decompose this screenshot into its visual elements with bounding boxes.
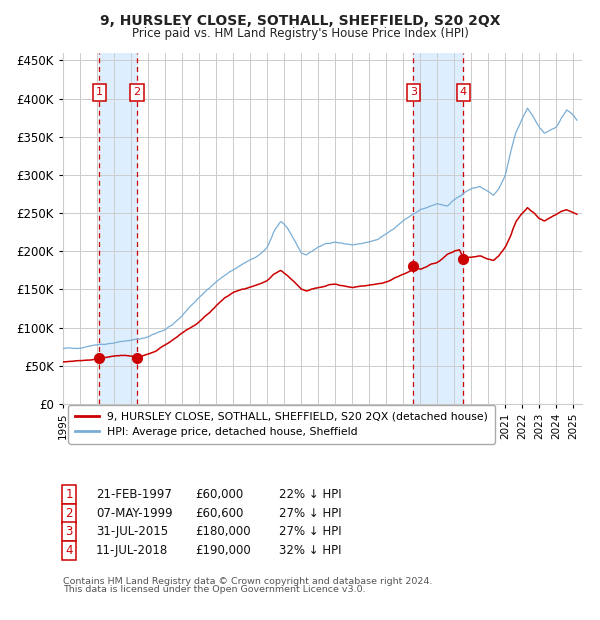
- Text: Price paid vs. HM Land Registry's House Price Index (HPI): Price paid vs. HM Land Registry's House …: [131, 27, 469, 40]
- Text: £60,000: £60,000: [195, 488, 243, 501]
- Text: 3: 3: [410, 87, 416, 97]
- Text: 2: 2: [133, 87, 140, 97]
- Bar: [413, 53, 463, 404]
- Text: Contains HM Land Registry data © Crown copyright and database right 2024.: Contains HM Land Registry data © Crown c…: [63, 577, 433, 586]
- Text: 1: 1: [96, 87, 103, 97]
- Text: 9, HURSLEY CLOSE, SOTHALL, SHEFFIELD, S20 2QX: 9, HURSLEY CLOSE, SOTHALL, SHEFFIELD, S2…: [100, 14, 500, 28]
- Text: 27% ↓ HPI: 27% ↓ HPI: [279, 507, 341, 520]
- Text: £180,000: £180,000: [195, 525, 251, 538]
- Text: 31-JUL-2015: 31-JUL-2015: [96, 525, 168, 538]
- Text: 4: 4: [65, 544, 73, 557]
- Text: 3: 3: [65, 525, 73, 538]
- Bar: [99, 53, 137, 404]
- Text: 22% ↓ HPI: 22% ↓ HPI: [279, 488, 341, 501]
- Text: 2: 2: [65, 507, 73, 520]
- Text: £60,600: £60,600: [195, 507, 244, 520]
- Text: 11-JUL-2018: 11-JUL-2018: [96, 544, 168, 557]
- Text: 4: 4: [460, 87, 467, 97]
- Text: £190,000: £190,000: [195, 544, 251, 557]
- Text: 21-FEB-1997: 21-FEB-1997: [96, 488, 172, 501]
- Text: This data is licensed under the Open Government Licence v3.0.: This data is licensed under the Open Gov…: [63, 585, 365, 594]
- Text: 1: 1: [65, 488, 73, 501]
- Text: 07-MAY-1999: 07-MAY-1999: [96, 507, 173, 520]
- Text: 32% ↓ HPI: 32% ↓ HPI: [279, 544, 341, 557]
- Text: 27% ↓ HPI: 27% ↓ HPI: [279, 525, 341, 538]
- Legend: 9, HURSLEY CLOSE, SOTHALL, SHEFFIELD, S20 2QX (detached house), HPI: Average pri: 9, HURSLEY CLOSE, SOTHALL, SHEFFIELD, S2…: [68, 405, 495, 444]
